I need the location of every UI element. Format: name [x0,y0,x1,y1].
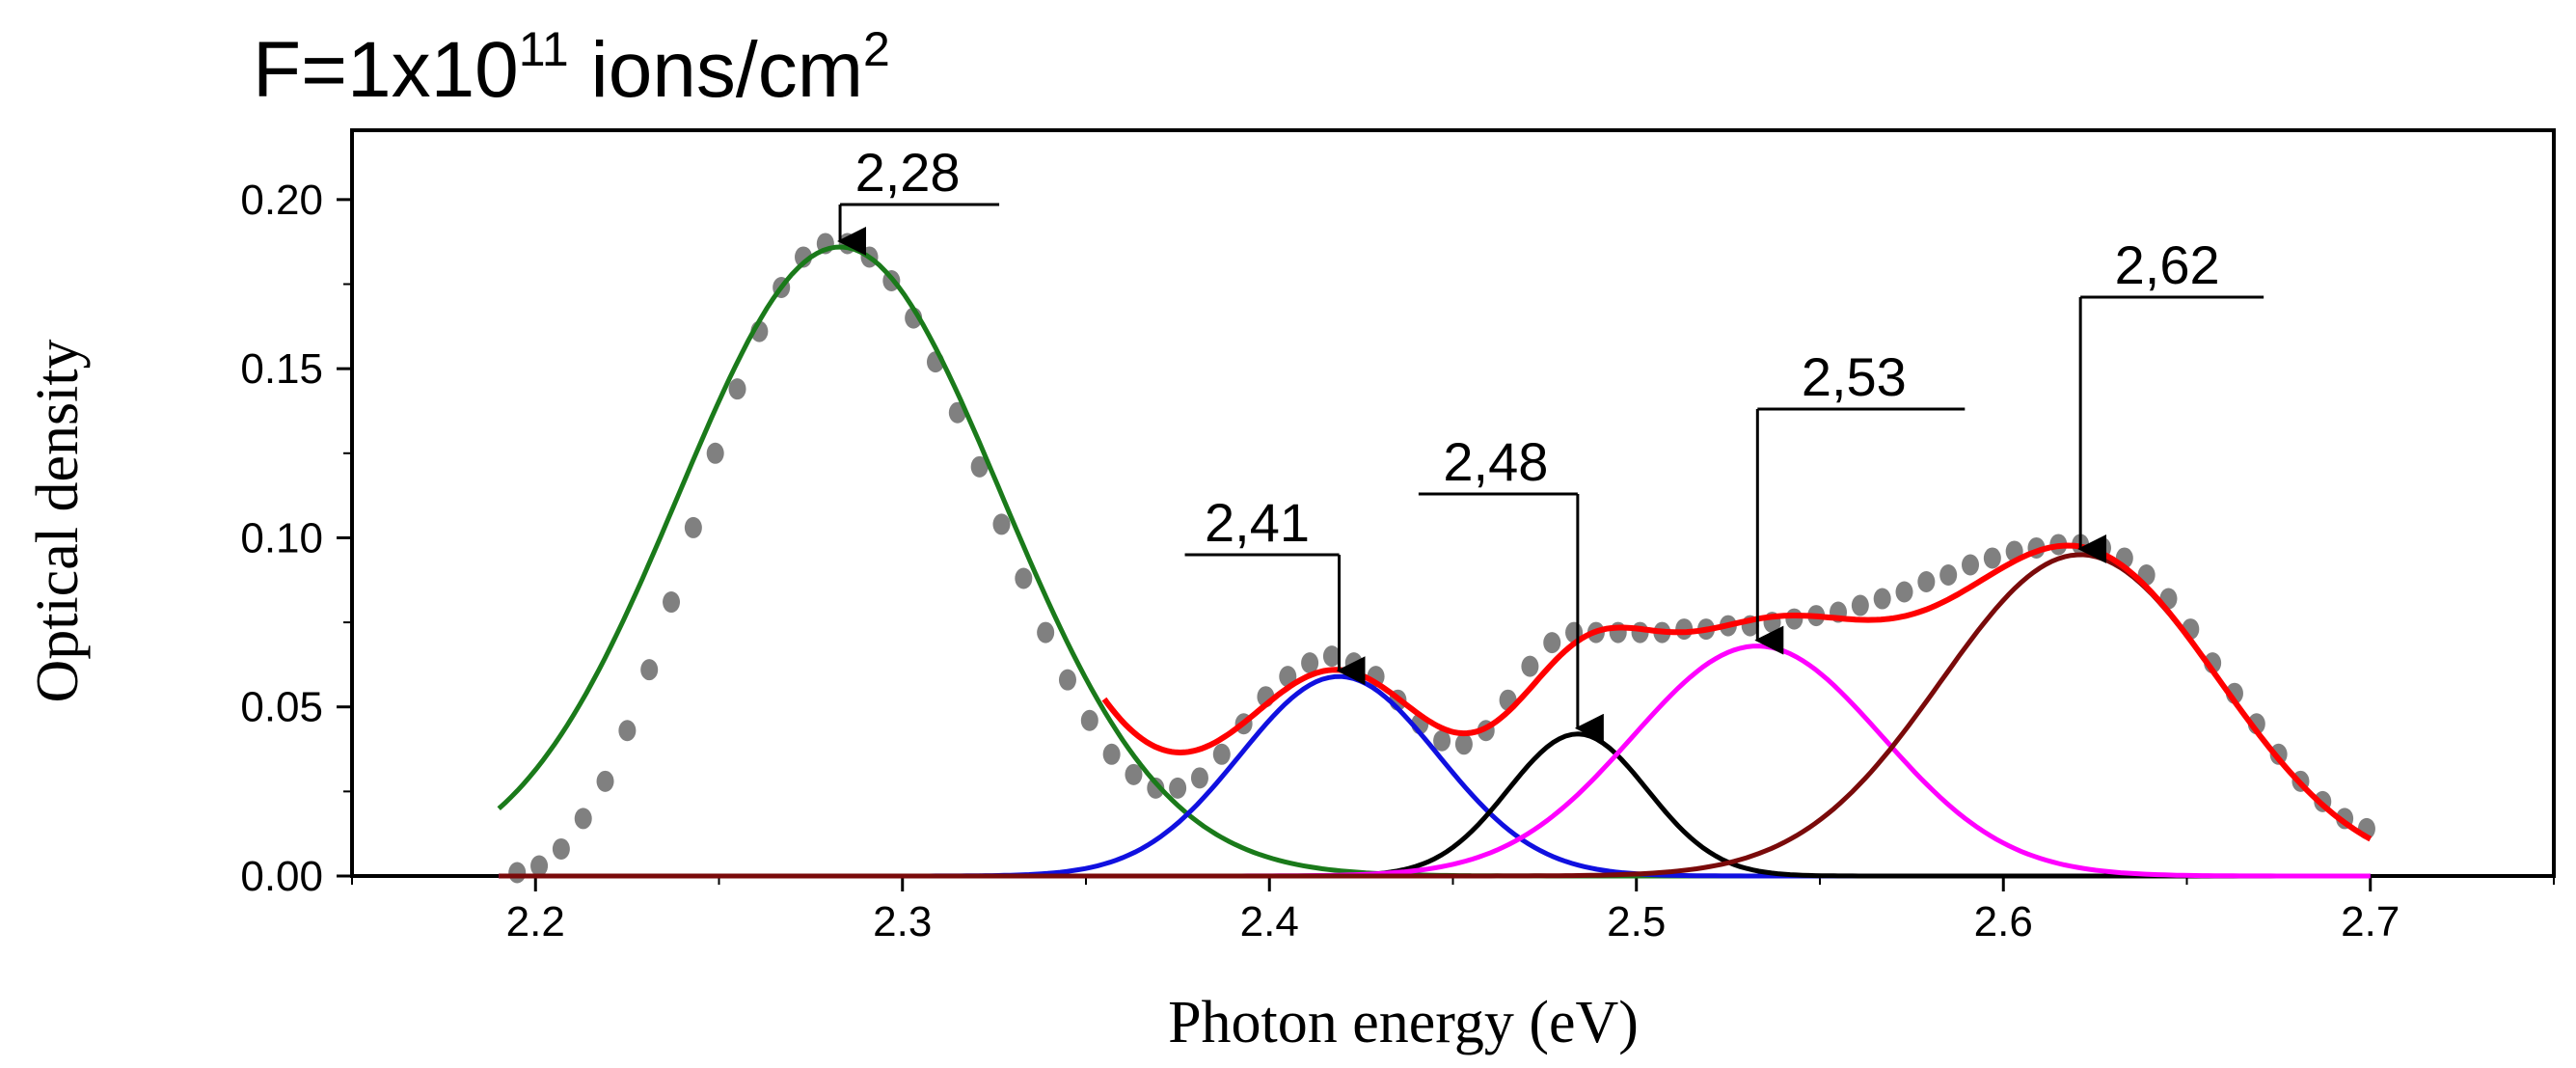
plot-area: 2.2 2.3 2.4 2.5 2.6 2.7 0.00 0.05 0.10 0.15 0.20 2,… [240,128,2556,945]
data-point [1543,632,1561,654]
data-point [1454,733,1473,755]
title-prefix: F=1x10 [253,26,519,114]
annotation-label: 2,48 [1443,431,1548,492]
x-tick-label: 2.3 [873,898,932,945]
peak-2.53-curve [499,644,2371,879]
data-point [1983,547,2001,569]
data-point [1917,571,1936,593]
x-tick-label: 2.2 [506,898,565,945]
x-tick-label: 2.5 [1607,898,1666,945]
y-tick-label: 0.05 [240,684,323,731]
x-tick-label: 2.4 [1240,898,1299,945]
title-exponent: 11 [519,22,569,76]
annotation-label: 2,62 [2115,234,2220,295]
data-point [706,442,724,464]
annotation-label: 2,28 [855,142,961,203]
data-point [1037,621,1055,644]
data-point [618,720,637,742]
annotation-label: 2,41 [1205,492,1310,553]
data-point [1102,743,1121,765]
data-point [1433,729,1451,752]
data-point [1873,588,1891,610]
data-point [1322,645,1341,668]
data-point [1939,563,1958,586]
y-tick-label: 0.10 [240,514,323,561]
peak-2.48-curve [499,731,2371,879]
peak-2.28-curve [497,244,2371,879]
data-point [552,837,570,860]
title-unit: ions/cm [569,26,863,114]
y-axis-label: Optical density [25,339,91,702]
data-point [1125,763,1143,785]
plot-frame [350,128,2556,878]
data-point [574,808,592,830]
data-point [992,513,1011,535]
peak-2.62-curve [499,552,2373,879]
data-point [1212,743,1231,765]
x-tick-label: 2.6 [1974,898,2033,945]
data-point [663,591,681,614]
data-point [1785,608,1803,630]
data-point [1147,777,1165,799]
data-point [728,378,746,400]
data-point [596,770,614,792]
x-tick-label: 2.7 [2341,898,2400,945]
data-point [1301,652,1319,674]
y-tick-label: 0.00 [240,853,323,900]
data-point [1962,554,1980,576]
data-point [1895,581,1913,603]
data-point [2269,743,2288,765]
data-point [1190,767,1208,789]
peak-2.41-curve [499,673,2371,879]
data-point [1521,655,1539,677]
data-point [1851,594,1869,616]
data-point [1058,669,1076,691]
x-axis-label: Photon energy (eV) [1168,990,1639,1055]
data-point [1015,567,1033,589]
data-point [530,855,549,877]
cumulative-fit-curve [1101,542,2373,842]
y-tick-label: 0.15 [240,345,323,393]
data-point [508,862,527,884]
data-point [640,659,659,681]
data-point [1169,777,1187,799]
data-point [970,455,989,478]
data-point [1080,709,1098,731]
data-point [684,516,702,538]
title-unit-exponent: 2 [863,22,890,76]
annotation-label: 2,53 [1802,346,1907,407]
y-tick-label: 0.20 [240,177,323,224]
chart-title: F=1x1011 ions/cm2 [253,22,890,114]
